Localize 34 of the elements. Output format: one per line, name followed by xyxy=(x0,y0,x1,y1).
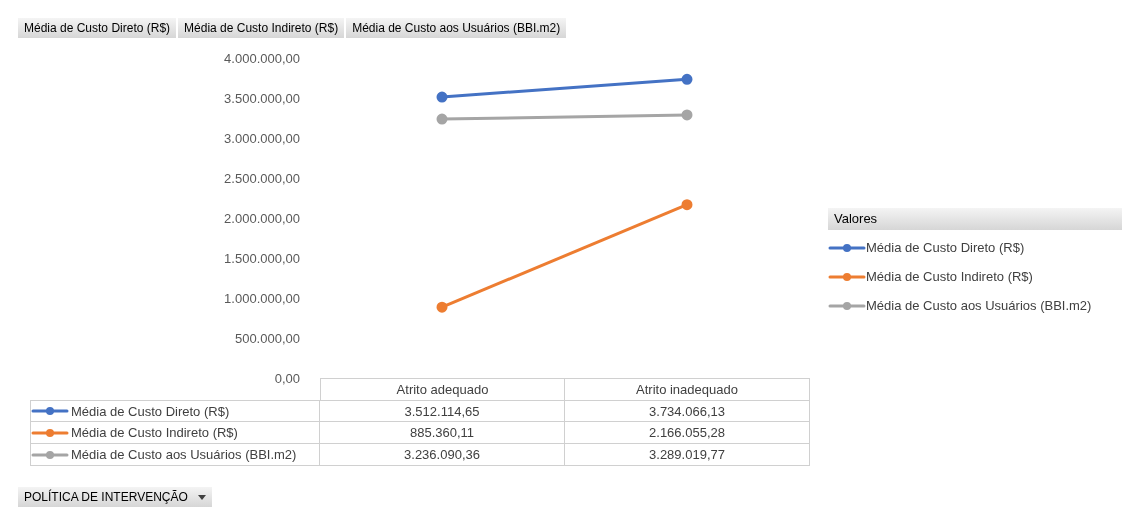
data-label: 3.734.066,13 xyxy=(565,400,810,422)
legend-label: Média de Custo aos Usuários (BBI.m2) xyxy=(866,298,1092,313)
legend-label: Média de Custo Direto (R$) xyxy=(866,240,1025,255)
data-label: 2.166.055,28 xyxy=(565,422,810,444)
point xyxy=(681,73,693,85)
data-label: 3.236.090,36 xyxy=(320,444,565,466)
y-tick-label: 1.000.000,00 xyxy=(224,290,300,306)
y-tick-label: 4.000.000,00 xyxy=(224,50,300,66)
text: Média de Custo Direto (R$) xyxy=(71,403,230,419)
point xyxy=(681,109,693,121)
text: Média de Custo Indireto (R$) xyxy=(71,425,238,440)
text: Média de Custo aos Usuários (BBI.m2) xyxy=(71,447,297,462)
text: Média de Custo aos Usuários (BBI.m2) xyxy=(346,18,567,38)
text: Média de Custo Indireto (R$) xyxy=(178,18,345,38)
data-label: 3.289.019,77 xyxy=(565,444,810,466)
text: Média de Custo Direto (R$) xyxy=(18,18,177,38)
point xyxy=(436,113,448,125)
y-tick-label: 3.500.000,00 xyxy=(224,90,300,106)
y-tick-label: 3.000.000,00 xyxy=(224,130,300,146)
legend-label: Média de Custo Indireto (R$) xyxy=(866,269,1033,284)
y-tick-label: 2.000.000,00 xyxy=(224,210,300,226)
point xyxy=(436,301,448,313)
y-tick-label: 0,00 xyxy=(274,370,300,386)
y-tick-label: 500.000,00 xyxy=(234,330,300,346)
point xyxy=(681,199,693,211)
data-label: 885.360,11 xyxy=(320,422,565,444)
legend-title: Valores xyxy=(828,208,1122,230)
x-tick-label: Atrito adequado xyxy=(320,378,565,400)
data-label: 3.512.114,65 xyxy=(320,400,565,422)
y-tick-label: 2.500.000,00 xyxy=(224,170,300,186)
point xyxy=(436,91,448,103)
x-tick-label: Atrito inadequado xyxy=(565,378,810,400)
y-tick-label: 1.500.000,00 xyxy=(224,250,300,266)
text: POLÍTICA DE INTERVENÇÃO xyxy=(24,488,188,506)
